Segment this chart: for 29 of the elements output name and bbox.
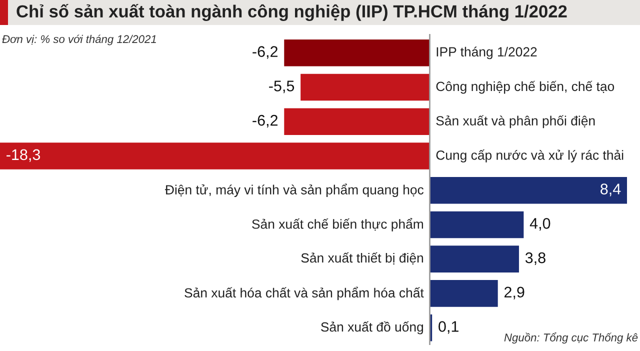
chart-title: Chỉ số sản xuất toàn ngành công nghiệp (IIP) TP.HCM tháng 1/2022: [16, 4, 567, 22]
y-tick-label: IPP tháng 1/2022: [436, 46, 537, 60]
bar: [430, 246, 519, 272]
data-label: 0,1: [438, 321, 458, 334]
data-label: -6,2: [252, 46, 278, 59]
data-label: 2,9: [504, 286, 524, 300]
data-label: -18,3: [6, 149, 40, 162]
y-tick-label: Sản xuất hóa chất và sản phẩm hóa chất: [184, 286, 424, 300]
bar: [0, 142, 430, 170]
y-tick-label: Sản xuất thiết bị điện: [301, 252, 424, 265]
y-tick-label: Sản xuất và phân phối điện: [436, 115, 595, 128]
data-label: 3,8: [525, 252, 546, 265]
bar: [430, 280, 498, 307]
bar: [284, 108, 430, 136]
bar: [430, 211, 524, 238]
bar: [300, 74, 430, 101]
annotation: Đơn vị: % so với tháng 12/2021: [2, 34, 156, 46]
bar: [430, 176, 627, 204]
annotation: Nguồn: Tổng cục Thống kê: [504, 332, 638, 344]
y-tick-label: Điện tử, máy vi tính và sản phẩm quang học: [165, 184, 424, 198]
data-label: 4,0: [530, 218, 550, 231]
data-label: -6,2: [252, 114, 278, 128]
y-tick-label: Cung cấp nước và xử lý rác thải: [436, 150, 624, 162]
data-label: -5,5: [269, 80, 294, 94]
y-tick-label: Sản xuất chế biến thực phẩm: [252, 218, 424, 232]
data-label: 8,4: [600, 184, 621, 196]
bar: [284, 40, 430, 66]
y-tick-label: Sản xuất đồ uống: [321, 321, 424, 334]
y-tick-label: Công nghiệp chế biến, chế tạo: [436, 80, 614, 94]
